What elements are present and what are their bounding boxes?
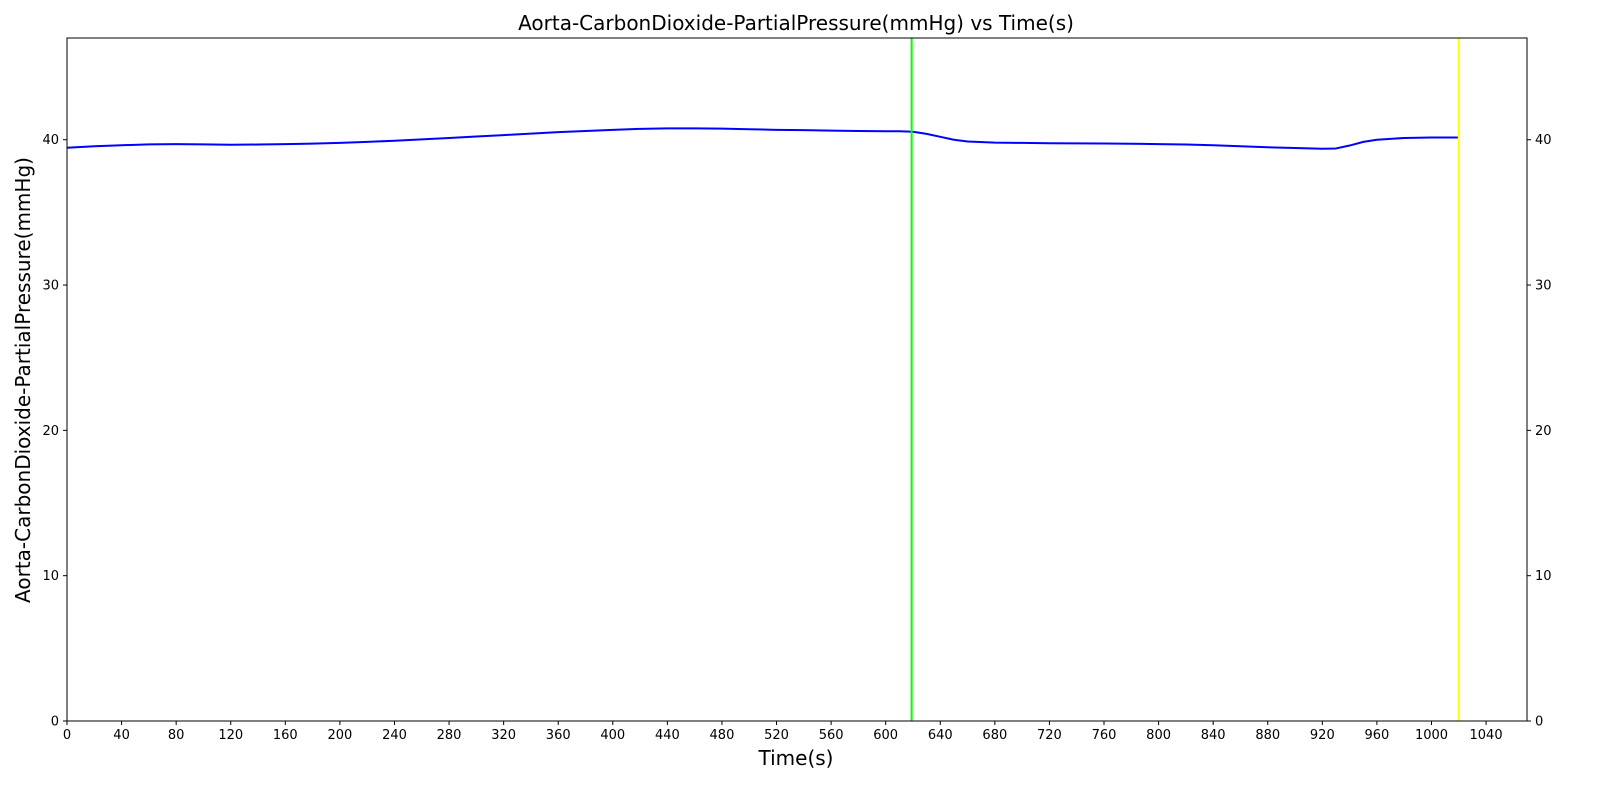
y-tick-label-right: 20 xyxy=(1535,424,1552,439)
x-tick-label: 760 xyxy=(1092,728,1117,743)
x-axis: 0 40 80 120 160 200 240 280 320 360 400 440 480 520 56… xyxy=(63,721,1503,743)
x-tick-label: 360 xyxy=(546,728,571,743)
x-tick-label: 320 xyxy=(491,728,516,743)
x-tick-label: 0 xyxy=(63,728,71,743)
y-tick-label-right: 0 xyxy=(1535,715,1543,730)
plot-area xyxy=(66,38,1460,721)
x-tick-label: 400 xyxy=(600,728,625,743)
y-tick-label-left: 10 xyxy=(42,569,59,584)
x-tick-label: 80 xyxy=(168,728,185,743)
chart-title: Aorta-CarbonDioxide-PartialPressure(mmHg… xyxy=(518,11,1074,35)
x-tick-label: 920 xyxy=(1310,728,1335,743)
y-tick-label-left: 20 xyxy=(42,424,59,439)
x-tick-label: 1040 xyxy=(1470,728,1503,743)
x-tick-label: 560 xyxy=(819,728,844,743)
x-axis-label: Time(s) xyxy=(758,746,834,770)
x-tick-label: 40 xyxy=(113,728,130,743)
series-line-0 xyxy=(66,127,1459,150)
x-tick-label: 120 xyxy=(218,728,243,743)
y-tick-label-left: 40 xyxy=(42,133,59,148)
x-tick-label: 1000 xyxy=(1415,728,1448,743)
x-tick-label: 840 xyxy=(1201,728,1226,743)
x-tick-label: 800 xyxy=(1146,728,1171,743)
y-tick-label-left: 0 xyxy=(51,715,59,730)
x-tick-label: 520 xyxy=(764,728,789,743)
x-tick-label: 240 xyxy=(382,728,407,743)
x-tick-label: 200 xyxy=(327,728,352,743)
y-tick-label-right: 10 xyxy=(1535,569,1552,584)
x-tick-label: 480 xyxy=(710,728,735,743)
x-tick-label: 640 xyxy=(928,728,953,743)
x-tick-label: 600 xyxy=(873,728,898,743)
x-tick-label: 440 xyxy=(655,728,680,743)
y-axis-label: Aorta-CarbonDioxide-PartialPressure(mmHg… xyxy=(11,157,35,603)
y-axis-right: 0 10 20 30 40 xyxy=(1527,133,1552,730)
x-tick-label: 960 xyxy=(1364,728,1389,743)
x-tick-label: 160 xyxy=(273,728,298,743)
y-tick-label-left: 30 xyxy=(42,279,59,294)
x-tick-label: 680 xyxy=(982,728,1007,743)
plot-frame xyxy=(66,37,1528,722)
y-axis-left: 0 10 20 30 40 xyxy=(42,133,67,730)
x-tick-label: 720 xyxy=(1037,728,1062,743)
y-tick-label-right: 40 xyxy=(1535,133,1552,148)
x-tick-label: 880 xyxy=(1255,728,1280,743)
y-tick-label-right: 30 xyxy=(1535,279,1552,294)
x-tick-label: 280 xyxy=(437,728,462,743)
